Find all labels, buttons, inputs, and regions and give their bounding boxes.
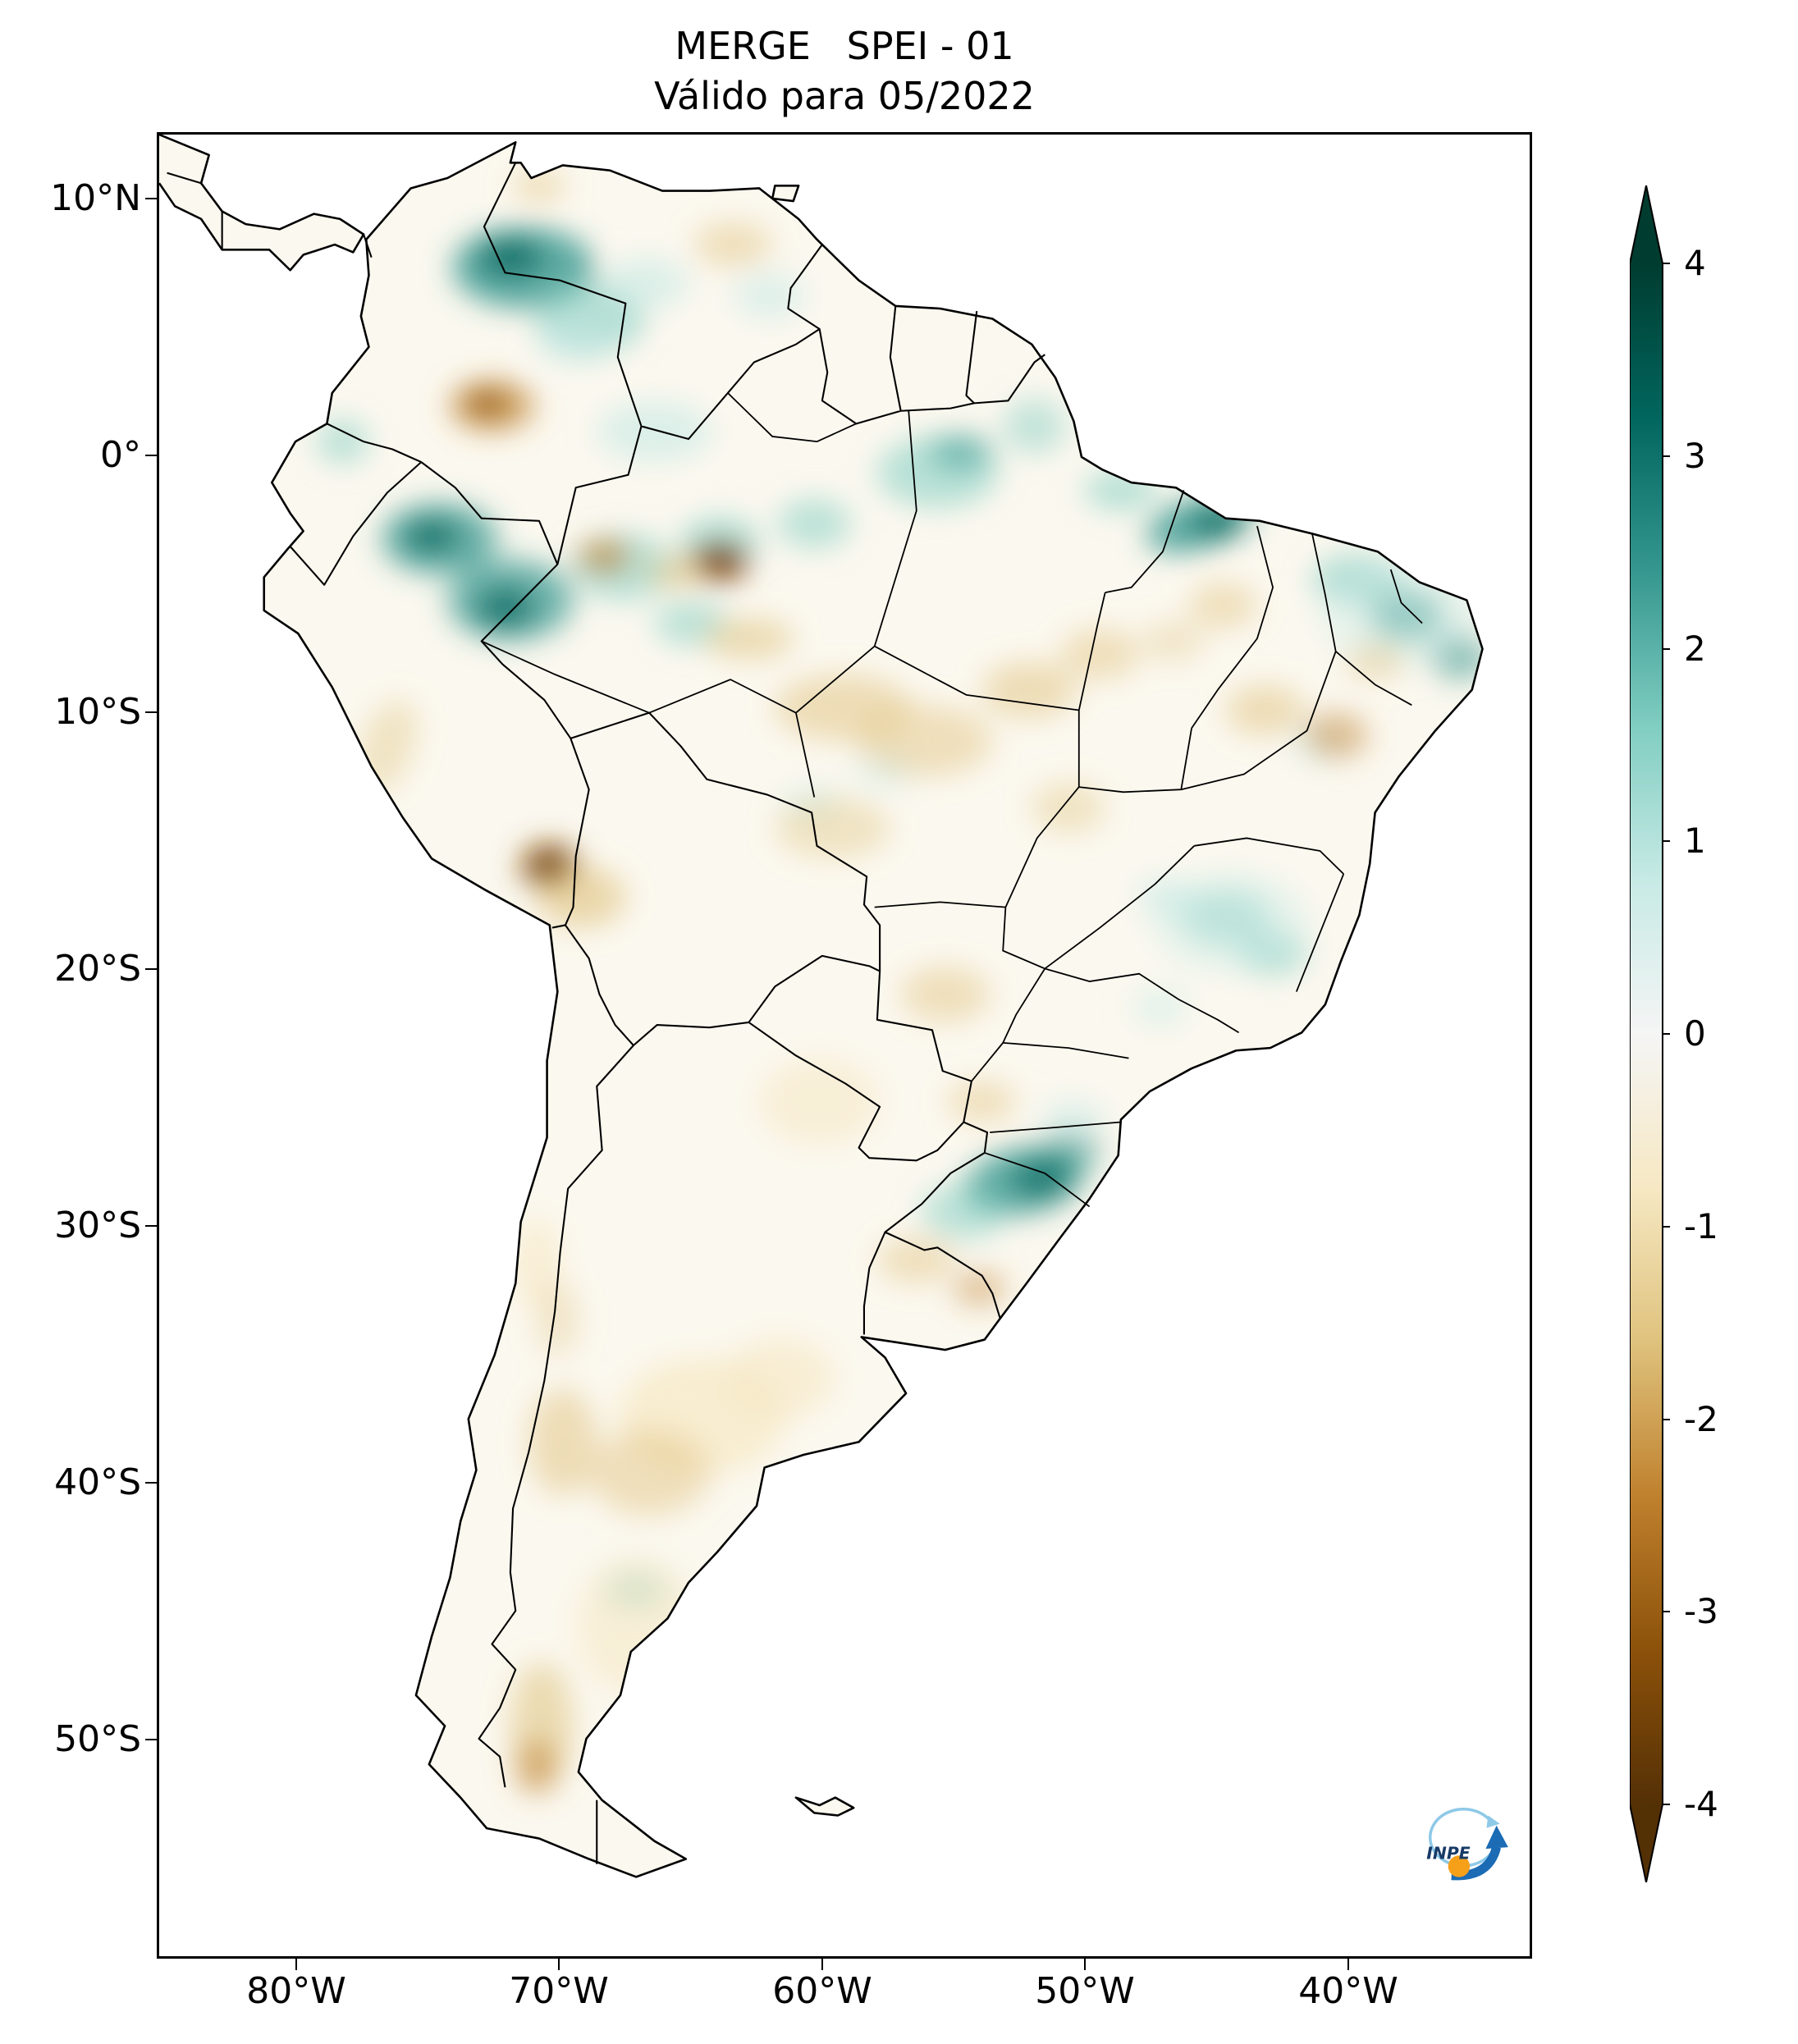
map-plot-area: INPE — [157, 132, 1532, 1959]
y-tick-label-10n: 10°N — [50, 177, 141, 219]
spei-raster-layer — [159, 135, 1483, 1877]
state-borders — [482, 393, 1422, 1207]
inpe-swirl-icon — [1428, 1808, 1493, 1868]
chart-subtitle: Válido para 05/2022 — [654, 73, 1035, 118]
inpe-swirl-arrowhead-icon — [1486, 1815, 1500, 1828]
y-tick-mark — [145, 1739, 157, 1740]
y-tick-mark — [145, 198, 157, 199]
y-tick-label-30s: 30°S — [54, 1205, 141, 1246]
x-tick-label-50w: 50°W — [1035, 1970, 1135, 2012]
y-tick-mark — [145, 968, 157, 970]
y-tick-label-10s: 10°S — [54, 691, 141, 733]
y-tick-label-40s: 40°S — [54, 1461, 141, 1503]
colorbar-gradient — [1629, 185, 1663, 1883]
colorbar — [1629, 185, 1672, 1883]
south-america-map-svg — [159, 135, 1530, 1956]
x-tick-label-70w: 70°W — [509, 1970, 609, 2012]
x-tick-mark — [295, 1959, 297, 1970]
y-tick-mark — [145, 1225, 157, 1227]
title-block: MERGE SPEI - 01 Válido para 05/2022 — [157, 21, 1532, 121]
x-tick-mark — [821, 1959, 823, 1970]
inpe-orange-dot-icon — [1448, 1855, 1471, 1877]
y-tick-label-50s: 50°S — [54, 1718, 141, 1760]
inpe-logo: INPE — [1410, 1800, 1518, 1884]
dry-anomalies — [357, 170, 1404, 1795]
inpe-arrow-head-icon — [1485, 1825, 1508, 1850]
colorbar-tick-label-m1: -1 — [1684, 1206, 1718, 1246]
colorbar-tick-label-3: 3 — [1684, 436, 1706, 476]
y-tick-label-0: 0° — [100, 434, 141, 476]
colorbar-tick-label-2: 2 — [1684, 629, 1706, 669]
y-tick-mark — [145, 711, 157, 713]
land-base — [159, 135, 1483, 1877]
chart-title: MERGE SPEI - 01 — [675, 24, 1014, 68]
y-tick-label-20s: 20°S — [54, 948, 141, 990]
colorbar-tick-marks — [1663, 263, 1670, 1805]
x-tick-label-40w: 40°W — [1298, 1970, 1398, 2012]
x-tick-label-80w: 80°W — [246, 1970, 346, 2012]
x-tick-label-60w: 60°W — [772, 1970, 872, 2012]
x-tick-mark — [558, 1959, 560, 1970]
colorbar-tick-label-m3: -3 — [1684, 1591, 1718, 1631]
colorbar-tick-label-m4: -4 — [1684, 1784, 1718, 1824]
country-borders — [167, 162, 1045, 1863]
x-tick-mark — [1347, 1959, 1349, 1970]
colorbar-tick-label-m2: -2 — [1684, 1399, 1718, 1439]
y-tick-mark — [145, 455, 157, 456]
inpe-logo-text: INPE — [1426, 1843, 1470, 1863]
colorbar-tick-label-1: 1 — [1684, 821, 1706, 861]
colorbar-tick-label-0: 0 — [1684, 1013, 1706, 1054]
colorbar-tick-label-4: 4 — [1684, 243, 1706, 283]
coastline — [159, 135, 1483, 1877]
y-tick-mark — [145, 1482, 157, 1484]
x-tick-mark — [1084, 1959, 1086, 1970]
